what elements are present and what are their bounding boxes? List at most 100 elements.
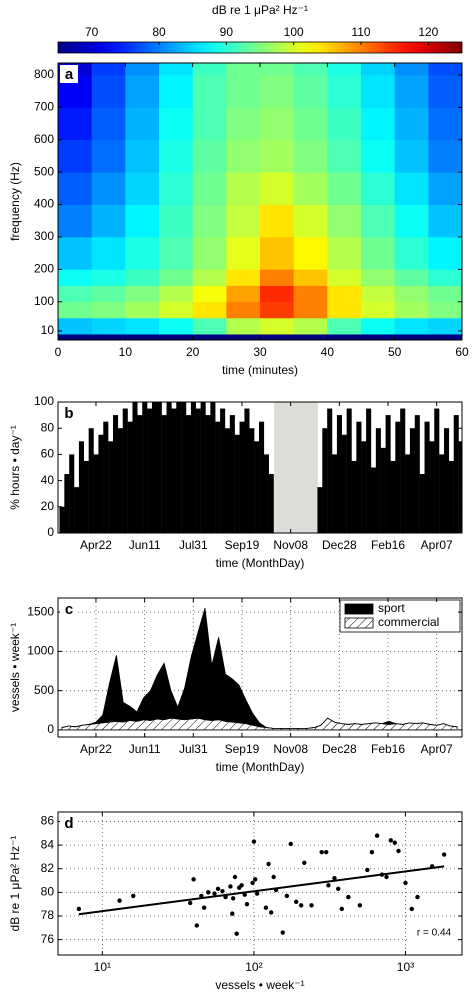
panel-letter-box (60, 600, 78, 618)
heat-cell (428, 63, 463, 76)
y-axis-label: vessels • week⁻¹ (8, 623, 22, 712)
point (254, 891, 260, 896)
bar (424, 421, 430, 533)
y-tick-label: 10 (41, 323, 55, 337)
heat-cell (428, 139, 463, 173)
point (339, 906, 344, 912)
bar (380, 447, 386, 533)
bar (370, 467, 377, 533)
bar (78, 441, 84, 533)
heat-cell (361, 285, 395, 303)
bar (375, 428, 381, 533)
bar (122, 408, 128, 533)
bar (200, 402, 206, 533)
bar (259, 421, 265, 533)
heat-cell (226, 236, 261, 270)
bar (215, 421, 221, 533)
heat-cell (394, 204, 429, 238)
bar (429, 441, 435, 533)
y-tick-label: 1500 (27, 604, 54, 618)
y-tick-label: 100 (34, 294, 54, 308)
heat-cell (91, 107, 126, 141)
heat-cell (260, 107, 294, 141)
colorbar (57, 41, 463, 54)
bar (132, 402, 138, 533)
heat-cell (58, 107, 92, 141)
point (384, 874, 389, 880)
bar (390, 460, 396, 533)
legend-swatch (344, 617, 374, 629)
heat-cell (159, 317, 193, 335)
point (117, 898, 122, 903)
point (374, 833, 380, 838)
heat-cell (361, 301, 395, 319)
heat-cell (293, 204, 328, 238)
point (230, 896, 236, 901)
point (206, 890, 211, 895)
point (346, 894, 351, 900)
heat-cell (394, 107, 429, 141)
bar (171, 408, 177, 533)
y-tick-label: 500 (34, 683, 54, 697)
heat-cell (91, 204, 126, 238)
x-tick-label: 10¹ (94, 960, 111, 974)
heat-cell (361, 139, 395, 173)
point (201, 905, 207, 910)
point (324, 849, 329, 855)
x-tick-label: Jun11 (129, 538, 161, 552)
heat-cell (327, 74, 362, 108)
heat-cell (91, 74, 126, 108)
y-tick-label: 500 (34, 164, 54, 178)
heat-cell (428, 74, 463, 108)
heat-cell (361, 236, 395, 270)
point (396, 848, 401, 854)
x-tick-label: 20 (186, 345, 200, 359)
legend-swatch (344, 603, 374, 615)
y-tick-label: 600 (34, 132, 54, 146)
y-tick-label: 200 (34, 262, 54, 276)
x-tick-label: Nov08 (273, 742, 308, 756)
heat-cell (192, 74, 227, 108)
heat-cell (226, 172, 261, 205)
bar (142, 402, 148, 533)
heat-cell (91, 285, 126, 303)
heat-cell (394, 74, 429, 108)
plot-frame (57, 811, 463, 956)
x-axis-label: time (MonthDay) (216, 556, 305, 570)
bar (234, 434, 240, 533)
heat-cell (226, 74, 261, 108)
point (326, 883, 331, 888)
heat-cell (125, 139, 160, 173)
x-tick-label: Dec28 (322, 742, 357, 756)
x-tick-label: Feb16 (371, 538, 405, 552)
x-tick-label: 50 (388, 345, 402, 359)
heat-cell (58, 269, 92, 286)
bar (181, 402, 187, 533)
annotation: r = 0.44 (417, 928, 452, 939)
heat-cell (159, 139, 193, 173)
no-data-span (274, 402, 318, 533)
heat-cell (91, 317, 126, 335)
bar (317, 487, 323, 533)
bar (434, 408, 440, 533)
bar (190, 402, 196, 533)
point (288, 841, 293, 847)
bar (419, 474, 425, 533)
heat-cell (394, 301, 429, 319)
heat-cell (260, 139, 294, 173)
point (253, 877, 258, 882)
heat-cell (192, 204, 227, 238)
y-tick-label: 100 (34, 394, 54, 408)
bar (254, 441, 260, 533)
point (298, 903, 304, 908)
heat-cell (361, 63, 395, 76)
x-tick-label: Nov08 (273, 538, 308, 552)
heat-cell (293, 301, 328, 319)
x-tick-label: Jul31 (179, 538, 208, 552)
point (365, 867, 370, 873)
heat-cell (125, 172, 160, 205)
heat-cell (125, 269, 160, 286)
y-axis-label: frequency (Hz) (8, 162, 22, 241)
colorbar-tick-label: 120 (418, 25, 438, 39)
